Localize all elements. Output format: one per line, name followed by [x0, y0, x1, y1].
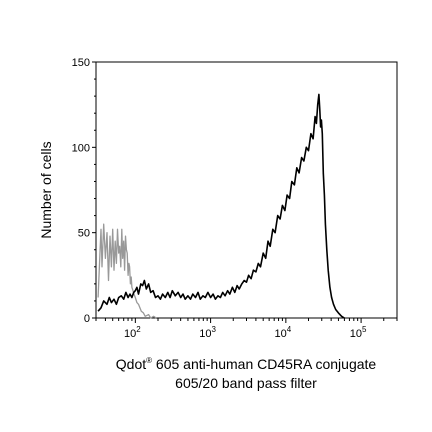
y-axis-label: Number of cells	[38, 141, 54, 238]
x-tick-label: 105	[350, 325, 367, 340]
y-axis: 0 50 100 150	[72, 57, 96, 325]
x-axis-label-line-2: 605/20 band pass filter	[175, 375, 317, 391]
registered-mark: ®	[146, 356, 152, 365]
stained-series-layer	[97, 93, 345, 319]
x-axis-label-product: Qdot	[116, 356, 146, 372]
isotype-series-layer	[97, 223, 157, 319]
x-axis-label-rest: 605 anti-human CD45RA conjugate	[152, 356, 376, 372]
x-tick-label: 103	[199, 325, 216, 340]
y-tick-label: 150	[72, 57, 90, 69]
y-tick-label: 100	[72, 142, 90, 154]
x-tick-label: 104	[274, 325, 291, 340]
cd45ra-stained-line	[97, 93, 345, 319]
x-tick-label: 102	[124, 325, 141, 340]
x-axis: 102 103 104 105	[95, 318, 398, 340]
isotype-control-line	[97, 223, 157, 319]
y-tick-label: 50	[78, 228, 90, 240]
y-tick-label: 0	[84, 313, 90, 325]
x-axis-label-line-1: Qdot® 605 anti-human CD45RA conjugate	[116, 356, 377, 372]
